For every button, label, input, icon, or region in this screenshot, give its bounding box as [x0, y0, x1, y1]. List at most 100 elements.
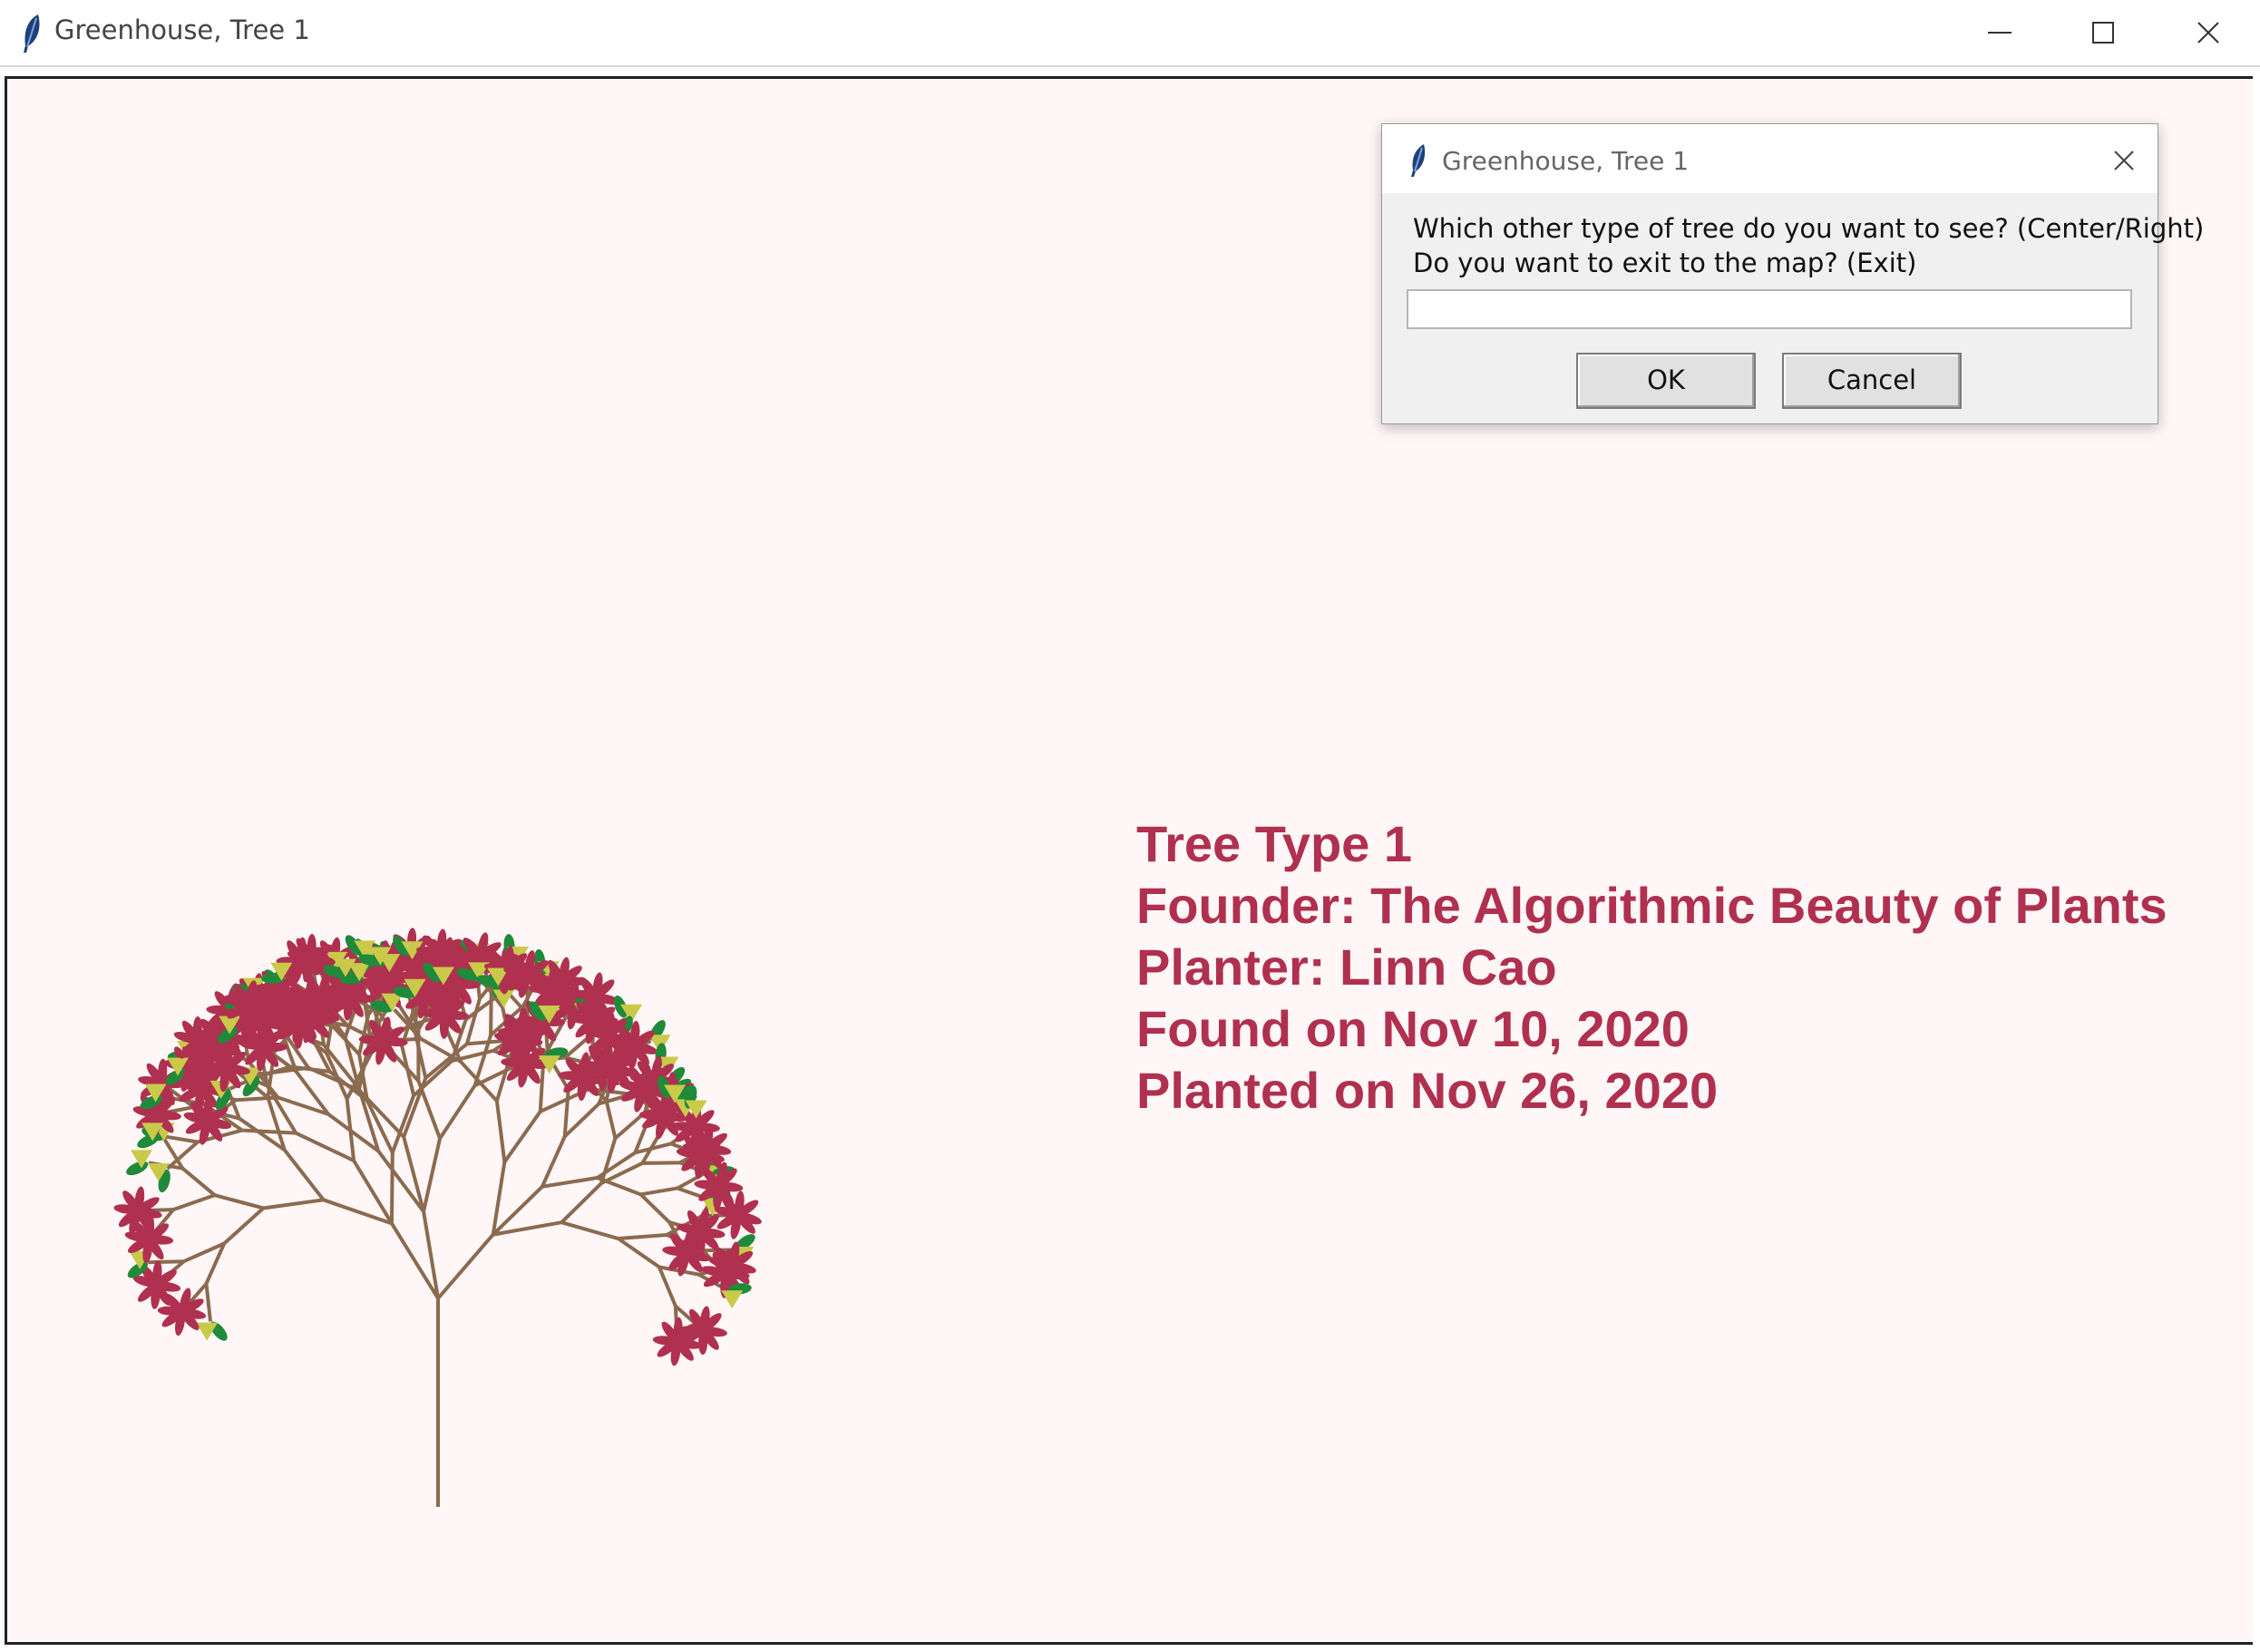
flower: [358, 1016, 408, 1065]
flower: [708, 1241, 756, 1290]
ok-button[interactable]: OK: [1576, 353, 1756, 409]
leaf: [217, 1026, 238, 1044]
founder-text: Founder: The Algorithmic Beauty of Plant…: [1136, 877, 2167, 934]
tree-drawing: [113, 928, 762, 1507]
branch: [502, 1110, 542, 1163]
bud: [130, 1150, 152, 1169]
flower: [157, 1288, 207, 1336]
branch: [560, 1181, 603, 1224]
prompt-line-2: Do you want to exit to the map? (Exit): [1413, 248, 1917, 278]
branch: [464, 998, 482, 1045]
flower: [537, 957, 587, 1006]
maximize-button[interactable]: [2053, 0, 2153, 65]
branch: [263, 1198, 324, 1210]
found-date-text: Found on Nov 10, 2020: [1136, 1000, 1690, 1057]
bud: [404, 978, 426, 997]
bud: [219, 1015, 241, 1035]
flower: [201, 1043, 250, 1093]
branch: [614, 1111, 647, 1140]
branch: [472, 1035, 493, 1086]
leaf: [393, 935, 409, 957]
bud: [147, 1163, 170, 1182]
branch: [162, 1138, 184, 1170]
branch: [617, 1237, 661, 1269]
branch: [214, 1193, 264, 1210]
branch: [604, 1100, 618, 1139]
branch: [492, 1220, 562, 1237]
branch: [618, 1232, 667, 1241]
branch: [541, 1176, 598, 1189]
branch: [295, 1131, 355, 1162]
branch: [390, 1222, 440, 1300]
branch: [204, 1283, 212, 1322]
branch: [390, 1094, 416, 1153]
flower: [299, 976, 348, 1025]
leaf: [215, 1089, 231, 1111]
leaf: [613, 995, 628, 1018]
flower: [662, 1228, 711, 1277]
cancel-button[interactable]: Cancel: [1782, 353, 1962, 409]
branch: [422, 1138, 443, 1212]
flower: [254, 965, 304, 1014]
flower: [503, 950, 551, 998]
leaf: [657, 1075, 671, 1099]
branch: [222, 1206, 265, 1245]
tree-select-dialog: Greenhouse, Tree 1 Which other type of t…: [1381, 123, 2204, 424]
branch: [416, 1080, 442, 1140]
branch: [402, 1136, 425, 1212]
bud: [167, 1057, 190, 1076]
minimize-icon: [1988, 32, 2012, 34]
feather-icon: [1411, 144, 1426, 177]
bud: [196, 1322, 219, 1341]
close-button[interactable]: [2158, 0, 2258, 65]
bud: [685, 1100, 707, 1119]
window-titlebar: Greenhouse, Tree 1: [0, 0, 2260, 67]
bud: [492, 989, 515, 1008]
answer-input[interactable]: [1407, 289, 2132, 329]
dialog-titlebar: Greenhouse, Tree 1: [1382, 124, 2158, 193]
branch: [266, 1096, 287, 1151]
bud: [620, 1004, 643, 1023]
leaf: [126, 1161, 149, 1176]
dialog-title: Greenhouse, Tree 1: [1442, 146, 1690, 176]
branch: [345, 1051, 374, 1100]
bud: [487, 967, 510, 986]
branch: [166, 1140, 200, 1171]
leaf: [127, 1261, 148, 1278]
branch: [489, 990, 493, 1035]
flower: [420, 990, 470, 1039]
leaf: [242, 1076, 260, 1097]
flower: [682, 1123, 732, 1173]
leaf: [529, 1001, 547, 1022]
bud: [334, 958, 356, 977]
branch: [599, 1137, 618, 1184]
branch: [393, 1008, 423, 1041]
tree-type-text: Tree Type 1: [1136, 815, 1413, 872]
flower: [694, 1161, 744, 1210]
branch: [266, 1084, 297, 1134]
branch: [424, 1042, 469, 1080]
bud: [270, 962, 293, 981]
branch: [294, 1070, 330, 1116]
minimize-button[interactable]: [1950, 0, 2050, 65]
bud: [369, 947, 392, 966]
bud: [141, 1122, 164, 1142]
leaf: [735, 1234, 755, 1251]
branch: [494, 1101, 507, 1162]
branch: [438, 1084, 477, 1140]
branch: [563, 1102, 600, 1138]
branch: [600, 1161, 644, 1185]
flower: [113, 1186, 162, 1235]
branch: [263, 1065, 309, 1076]
branch: [352, 1159, 394, 1225]
branch: [459, 1060, 499, 1103]
bud: [432, 967, 454, 986]
dialog-close-icon[interactable]: [2106, 142, 2142, 179]
branch: [389, 1152, 395, 1224]
bud: [381, 993, 404, 1012]
flower: [589, 1045, 638, 1093]
branch: [642, 1161, 680, 1165]
branch: [436, 1233, 495, 1300]
planter-text: Planter: Linn Cao: [1136, 938, 1557, 996]
flower: [224, 980, 272, 1028]
